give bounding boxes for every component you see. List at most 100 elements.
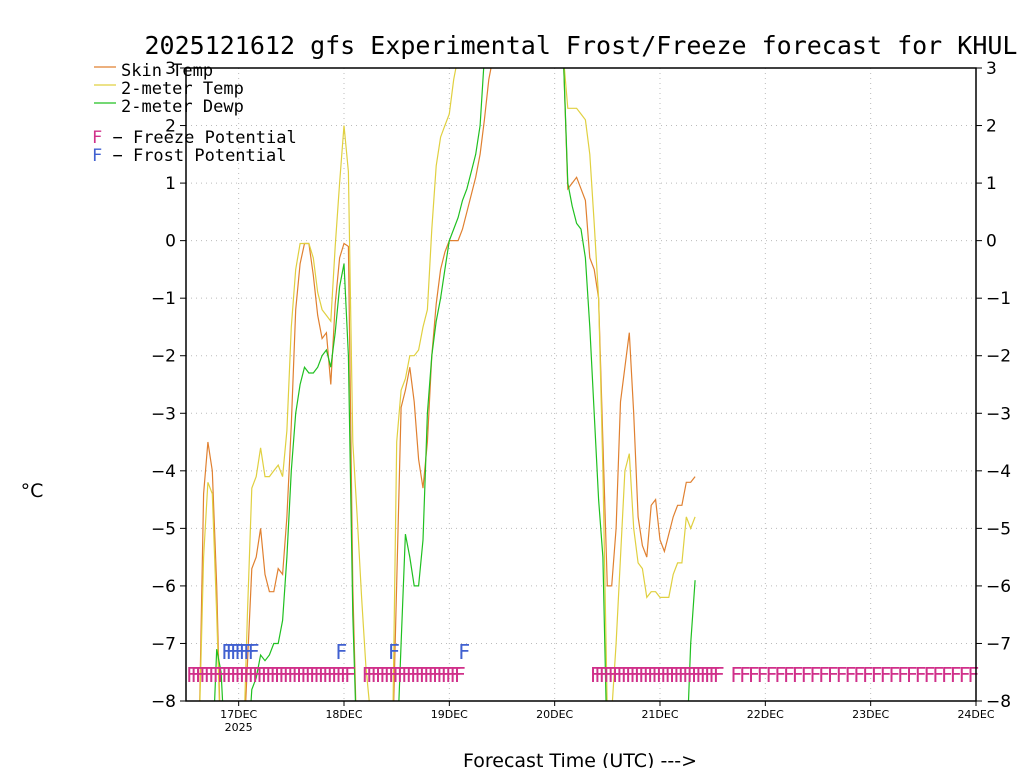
freeze-flag: F bbox=[708, 663, 720, 687]
freeze-flag: F bbox=[305, 663, 317, 687]
freeze-flag: F bbox=[704, 663, 716, 687]
series-line-2-meter-dewp bbox=[214, 68, 696, 701]
potential-legend-label: F − Frost Potential bbox=[92, 146, 286, 166]
freeze-flag: F bbox=[616, 663, 628, 687]
frost-flag: F bbox=[243, 640, 255, 664]
freeze-flag: F bbox=[827, 663, 839, 687]
legend-label: 2-meter Dewp bbox=[121, 97, 244, 117]
legend-label: Skin Temp bbox=[121, 61, 213, 81]
freeze-flag: F bbox=[818, 663, 830, 687]
freeze-flag: F bbox=[217, 663, 229, 687]
freeze-flag: F bbox=[234, 663, 246, 687]
freeze-flag: F bbox=[414, 663, 426, 687]
x-tick-label: 24DEC bbox=[957, 708, 994, 721]
frost-flag: F bbox=[221, 640, 233, 664]
freeze-flag: F bbox=[454, 663, 466, 687]
freeze-flag: F bbox=[296, 663, 308, 687]
freeze-flag: F bbox=[370, 663, 382, 687]
freeze-flag: F bbox=[621, 663, 633, 687]
y-tick-label-right: −3 bbox=[986, 404, 1011, 424]
freeze-flag: F bbox=[287, 663, 299, 687]
freeze-flag: F bbox=[344, 663, 356, 687]
x-axis-label: Forecast Time (UTC) ---> bbox=[463, 750, 697, 768]
freeze-flag: F bbox=[300, 663, 312, 687]
y-tick-label: 2 bbox=[165, 117, 176, 137]
freeze-flag: F bbox=[809, 663, 821, 687]
freeze-flag: F bbox=[186, 663, 198, 687]
freeze-flag: F bbox=[265, 663, 277, 687]
freeze-flag: F bbox=[436, 663, 448, 687]
freeze-flag: F bbox=[700, 663, 712, 687]
y-tick-label: −5 bbox=[151, 519, 176, 539]
freeze-flag: F bbox=[226, 663, 238, 687]
freeze-flag: F bbox=[792, 663, 804, 687]
freeze-flag: F bbox=[322, 663, 334, 687]
freeze-flag: F bbox=[397, 663, 409, 687]
plot-frame bbox=[185, 67, 977, 702]
freeze-flag: F bbox=[915, 663, 927, 687]
freeze-flag: F bbox=[774, 663, 786, 687]
freeze-flag: F bbox=[190, 663, 202, 687]
freeze-flag: F bbox=[669, 663, 681, 687]
x-tick-label: 21DEC bbox=[641, 708, 678, 721]
freeze-flag: F bbox=[410, 663, 422, 687]
freeze-flag: F bbox=[950, 663, 962, 687]
y-tick-label: 1 bbox=[165, 174, 176, 194]
freeze-flag: F bbox=[599, 663, 611, 687]
freeze-flag: F bbox=[195, 663, 207, 687]
freeze-flag: F bbox=[326, 663, 338, 687]
freeze-flag: F bbox=[269, 663, 281, 687]
freeze-flag: F bbox=[204, 663, 216, 687]
freeze-flag: F bbox=[441, 663, 453, 687]
freeze-flag: F bbox=[836, 663, 848, 687]
freeze-flag: F bbox=[871, 663, 883, 687]
freeze-flag: F bbox=[853, 663, 865, 687]
freeze-flag: F bbox=[419, 663, 431, 687]
x-tick-label: 19DEC bbox=[431, 708, 468, 721]
y-axis-right: 3 2 1 0 −1 −2 −3 −4 −5 −6 −7 −8 bbox=[976, 59, 1011, 712]
x-tick-label: 17DEC bbox=[220, 708, 257, 721]
freeze-flag: F bbox=[274, 663, 286, 687]
y-tick-label: 3 bbox=[165, 59, 176, 79]
freeze-flag: F bbox=[384, 663, 396, 687]
x-tick-label: 22DEC bbox=[747, 708, 784, 721]
frost-flag: F bbox=[335, 640, 347, 664]
freeze-flag: F bbox=[247, 663, 259, 687]
legend-label: 2-meter Temp bbox=[121, 79, 244, 99]
series-layer bbox=[199, 68, 696, 701]
freeze-flag: F bbox=[932, 663, 944, 687]
freeze-flag: F bbox=[335, 663, 347, 687]
freeze-flag: F bbox=[673, 663, 685, 687]
freeze-flag: F bbox=[879, 663, 891, 687]
freeze-flag: F bbox=[906, 663, 918, 687]
freeze-flag: F bbox=[923, 663, 935, 687]
y-axis-label: °C bbox=[21, 480, 44, 502]
freeze-flag: F bbox=[239, 663, 251, 687]
freeze-flag: F bbox=[278, 663, 290, 687]
frost-flag: F bbox=[230, 640, 242, 664]
freeze-flag: F bbox=[313, 663, 325, 687]
freeze-flag: F bbox=[423, 663, 435, 687]
frost-flag: F bbox=[247, 640, 259, 664]
freeze-flag: F bbox=[730, 663, 742, 687]
freeze-flag: F bbox=[261, 663, 273, 687]
x-tick-label: 23DEC bbox=[852, 708, 889, 721]
freeze-flag: F bbox=[612, 663, 624, 687]
y-tick-label-right: −1 bbox=[986, 289, 1011, 309]
freeze-flag: F bbox=[309, 663, 321, 687]
freeze-flag: F bbox=[291, 663, 303, 687]
y-axis-left: 3 2 1 0 −1 −2 −3 −4 −5 −6 −7 −8 bbox=[151, 59, 186, 712]
freeze-flag: F bbox=[208, 663, 220, 687]
freeze-flag: F bbox=[445, 663, 457, 687]
y-tick-label: −3 bbox=[151, 404, 176, 424]
potential-legend-label: F − Freeze Potential bbox=[92, 128, 297, 148]
y-tick-label-right: 1 bbox=[986, 174, 997, 194]
y-tick-label-right: 2 bbox=[986, 117, 997, 137]
grid-lines bbox=[186, 67, 977, 702]
freeze-flag: F bbox=[199, 663, 211, 687]
chart-title: 2025121612 gfs Experimental Frost/Freeze… bbox=[145, 31, 1018, 60]
freeze-flag: F bbox=[739, 663, 751, 687]
freeze-flag: F bbox=[388, 663, 400, 687]
freeze-flag: F bbox=[844, 663, 856, 687]
